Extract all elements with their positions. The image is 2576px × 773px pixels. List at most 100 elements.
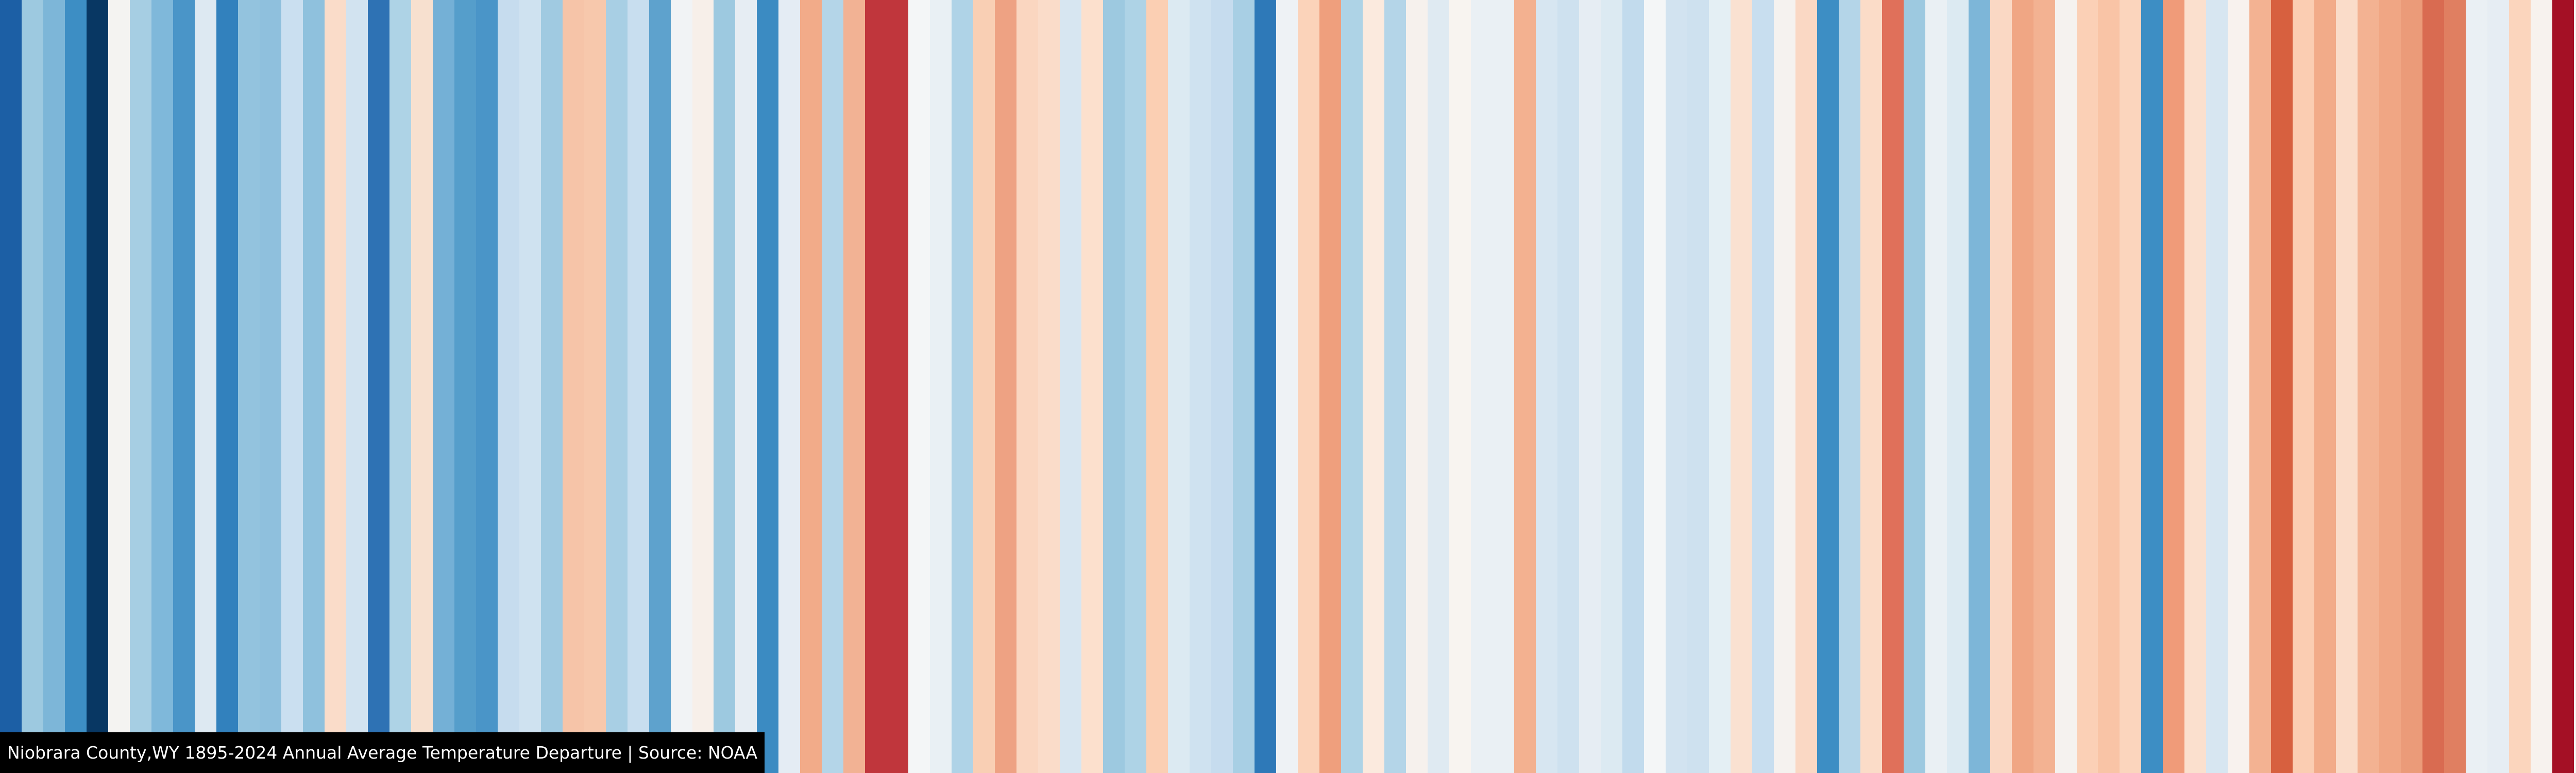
temperature-stripe — [1405, 0, 1428, 773]
temperature-stripe — [822, 0, 844, 773]
temperature-stripe — [1773, 0, 1795, 773]
temperature-stripe — [2444, 0, 2466, 773]
temperature-stripe — [432, 0, 454, 773]
temperature-stripe — [1319, 0, 1342, 773]
temperature-stripe — [21, 0, 43, 773]
temperature-stripe — [476, 0, 498, 773]
temperature-stripe — [2228, 0, 2250, 773]
temperature-stripe — [973, 0, 995, 773]
temperature-stripe — [1298, 0, 1320, 773]
temperature-stripe — [1081, 0, 1104, 773]
temperature-stripe — [800, 0, 822, 773]
temperature-stripe — [2141, 0, 2163, 773]
temperature-stripe — [302, 0, 325, 773]
temperature-stripe — [1038, 0, 1060, 773]
caption-label: Niobrara County,WY 1895-2024 Annual Aver… — [7, 743, 758, 763]
temperature-stripe — [930, 0, 952, 773]
temperature-stripe — [2033, 0, 2055, 773]
temperature-stripe — [1557, 0, 1579, 773]
temperature-stripe — [1708, 0, 1731, 773]
temperature-stripe — [2098, 0, 2120, 773]
temperature-stripe — [735, 0, 757, 773]
temperature-stripe — [1600, 0, 1622, 773]
temperature-stripe — [2314, 0, 2336, 773]
temperature-stripe — [1925, 0, 1947, 773]
temperature-stripe — [1514, 0, 1536, 773]
temperature-stripe — [2531, 0, 2553, 773]
temperature-stripe — [670, 0, 692, 773]
temperature-stripe — [2163, 0, 2185, 773]
temperature-stripe — [454, 0, 476, 773]
temperature-stripe — [1622, 0, 1644, 773]
temperature-stripe — [584, 0, 606, 773]
temperature-stripe — [2076, 0, 2098, 773]
caption-box: Niobrara County,WY 1895-2024 Annual Aver… — [0, 732, 765, 773]
temperature-stripe — [281, 0, 303, 773]
temperature-stripe — [1968, 0, 1990, 773]
temperature-stripe — [2574, 0, 2576, 773]
temperature-stripe — [2293, 0, 2315, 773]
temperature-stripe — [2271, 0, 2293, 773]
temperature-stripe — [1535, 0, 1557, 773]
temperature-stripe — [1168, 0, 1190, 773]
temperature-stripe — [692, 0, 714, 773]
temperature-stripe — [2249, 0, 2272, 773]
temperature-stripe — [324, 0, 346, 773]
temperature-stripe — [194, 0, 216, 773]
temperature-stripe — [2206, 0, 2228, 773]
temperature-stripe — [714, 0, 736, 773]
temperature-stripe — [64, 0, 87, 773]
temperature-stripe — [1903, 0, 1925, 773]
temperature-stripe — [562, 0, 584, 773]
temperature-stripe — [757, 0, 779, 773]
temperature-stripe — [540, 0, 563, 773]
temperature-stripe — [346, 0, 368, 773]
temperature-stripe — [1103, 0, 1125, 773]
temperature-stripe — [865, 0, 887, 773]
temperature-stripe — [1730, 0, 1752, 773]
temperature-stripe — [2184, 0, 2207, 773]
temperature-stripe — [605, 0, 628, 773]
temperature-stripe — [908, 0, 930, 773]
temperature-stripe — [1190, 0, 1212, 773]
temperature-stripe — [1363, 0, 1384, 773]
temperature-stripe — [2466, 0, 2488, 773]
temperature-stripe — [2336, 0, 2358, 773]
temperature-stripe — [1882, 0, 1904, 773]
temperature-stripe — [519, 0, 541, 773]
temperature-stripe — [1449, 0, 1471, 773]
temperature-stripe — [389, 0, 411, 773]
temperature-stripe — [1817, 0, 1839, 773]
temperature-stripe — [2401, 0, 2423, 773]
temperature-stripe — [2509, 0, 2531, 773]
temperature-stripe — [259, 0, 281, 773]
temperature-stripe — [411, 0, 433, 773]
temperature-stripe — [2120, 0, 2142, 773]
temperature-stripe — [1146, 0, 1168, 773]
temperature-stripe — [367, 0, 389, 773]
temperature-stripe — [1838, 0, 1860, 773]
temperature-stripe — [1795, 0, 1817, 773]
temperature-stripe — [43, 0, 65, 773]
temperature-stripe — [1427, 0, 1449, 773]
temperature-stripe — [1860, 0, 1882, 773]
temperature-stripe — [2487, 0, 2510, 773]
temperature-stripe — [1752, 0, 1774, 773]
temperature-stripe — [887, 0, 909, 773]
temperature-stripe — [1276, 0, 1298, 773]
temperature-stripe — [216, 0, 238, 773]
temperature-stripe — [2379, 0, 2401, 773]
temperature-stripe — [649, 0, 671, 773]
temperature-stripe — [1125, 0, 1147, 773]
temperature-stripe — [627, 0, 649, 773]
temperature-stripe — [1470, 0, 1493, 773]
temperature-stripe — [1687, 0, 1709, 773]
temperature-stripe — [86, 0, 108, 773]
temperature-stripe — [1016, 0, 1039, 773]
temperature-stripe — [129, 0, 151, 773]
temperature-stripe — [952, 0, 974, 773]
temperature-stripe — [0, 0, 22, 773]
temperature-stripe — [2422, 0, 2445, 773]
temperature-stripe — [173, 0, 195, 773]
